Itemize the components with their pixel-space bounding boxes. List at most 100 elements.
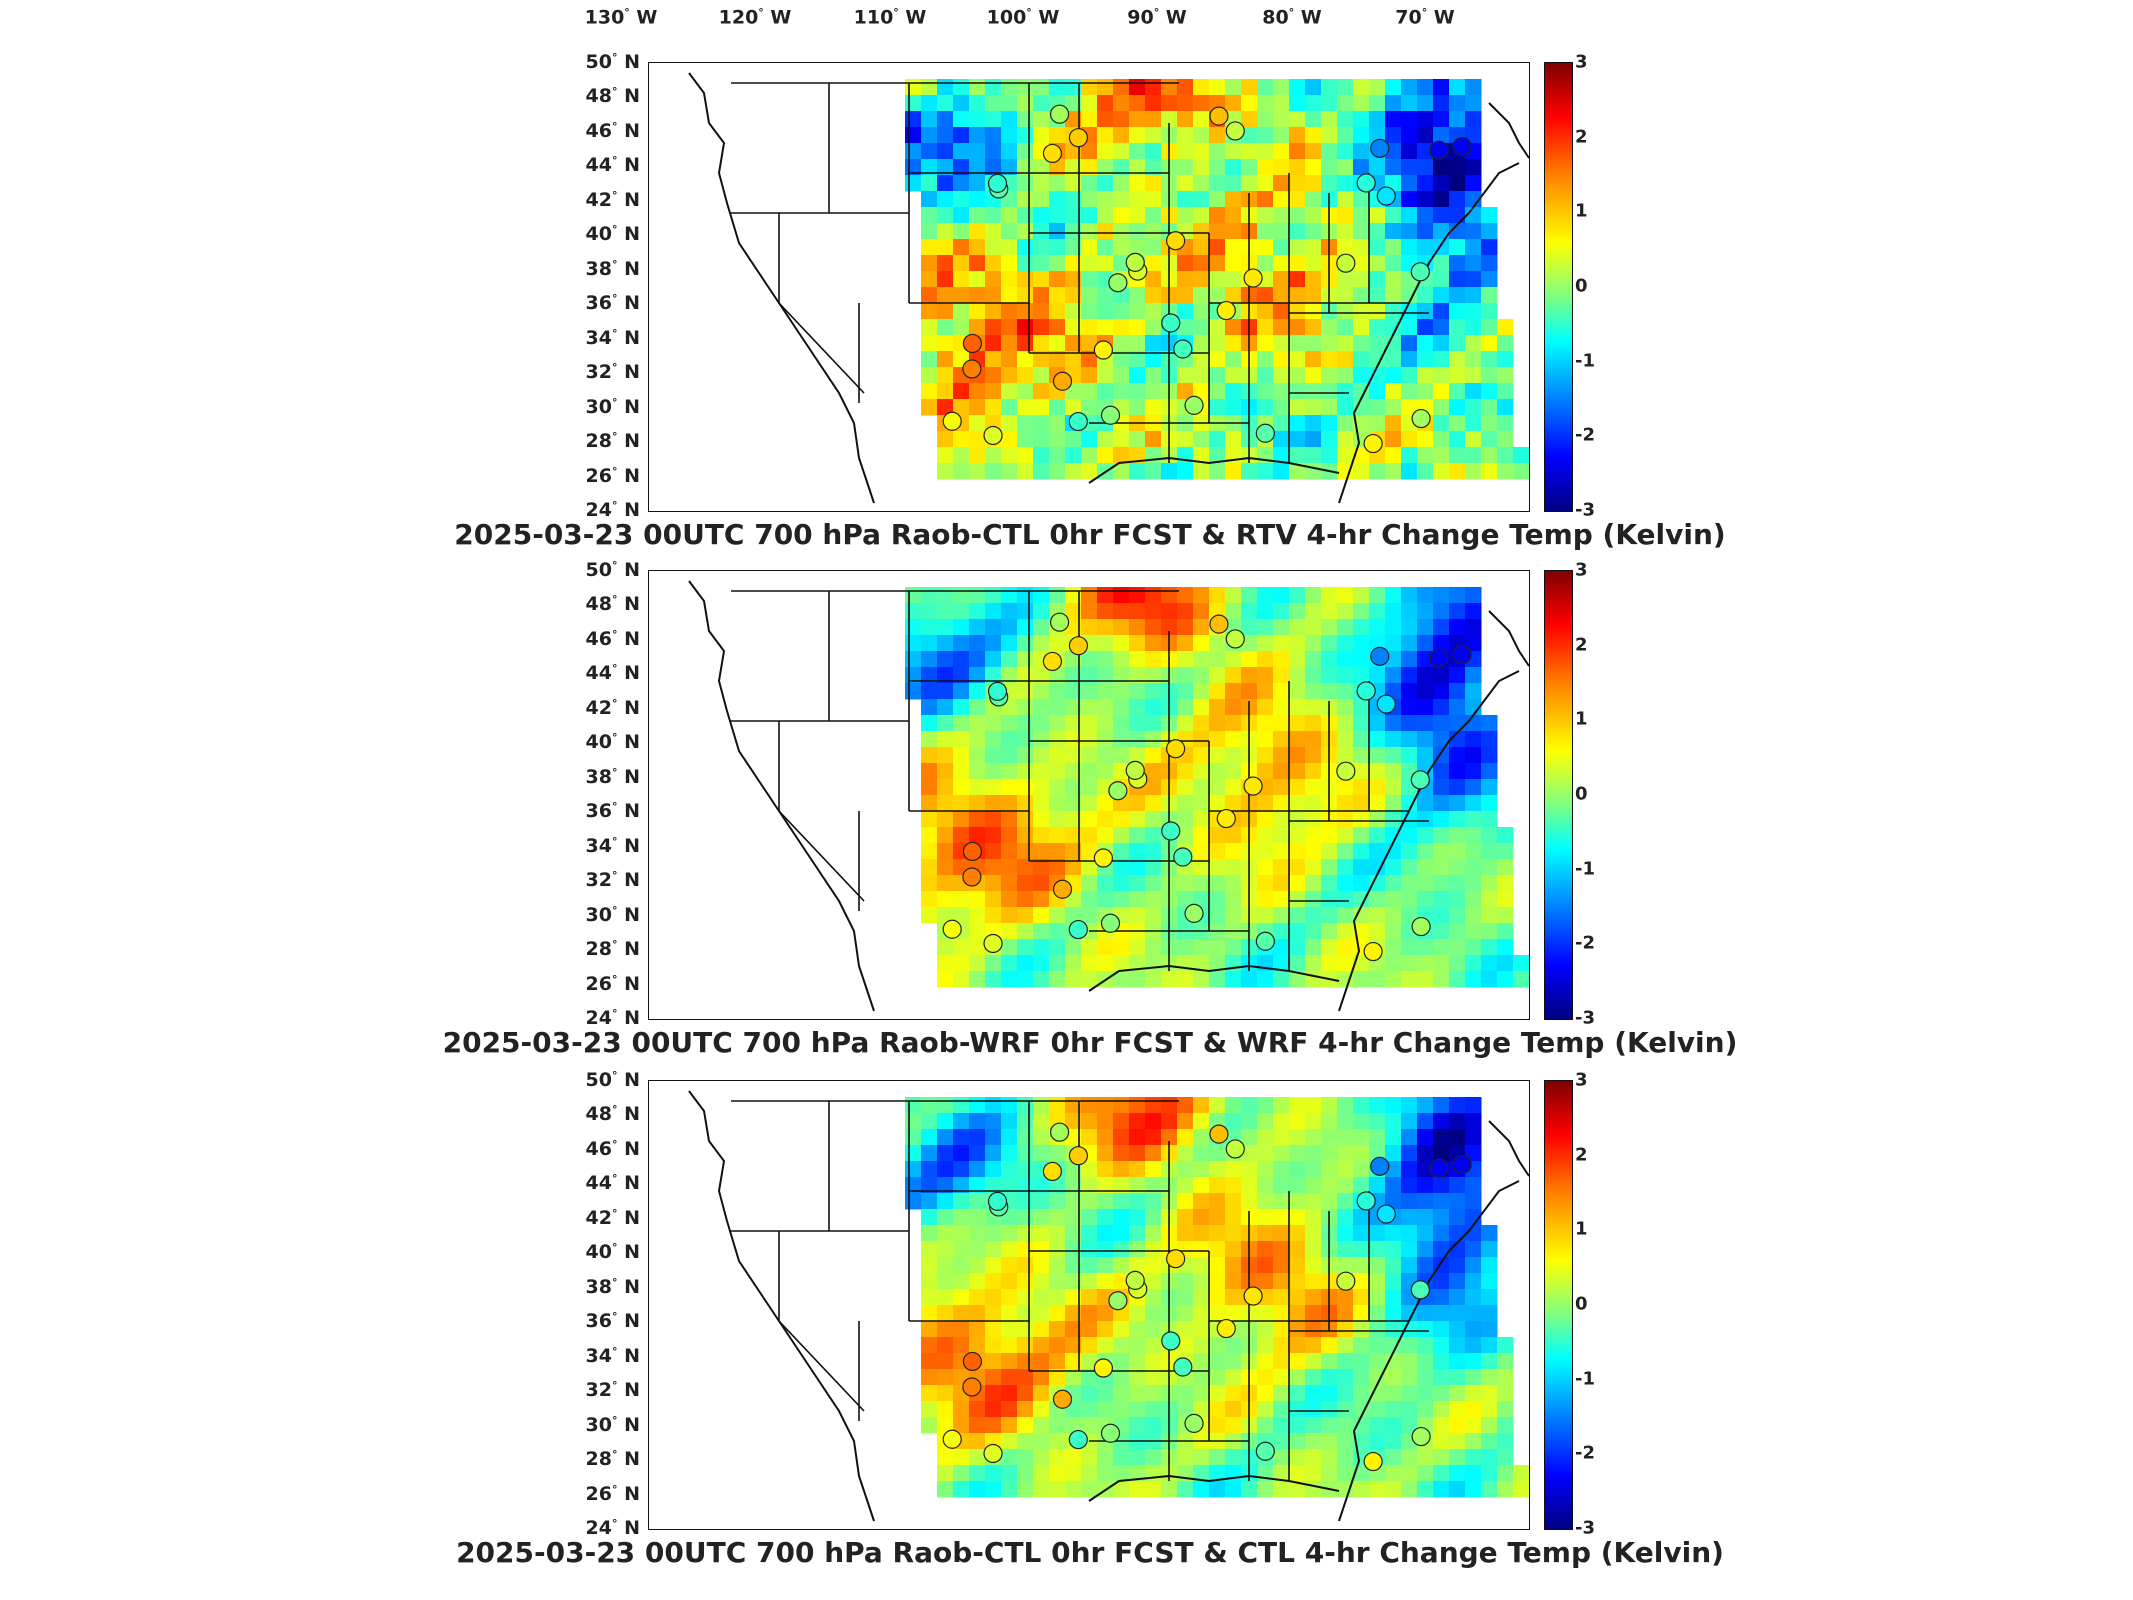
state-borders: [729, 82, 1429, 463]
station-marker: [1336, 253, 1356, 273]
station-marker: [1052, 371, 1073, 391]
longitude-label: 80° W: [1262, 6, 1322, 29]
station-marker: [1166, 231, 1186, 251]
station-marker: [1376, 186, 1396, 206]
station-marker: [1093, 1358, 1113, 1378]
station-marker: [1161, 821, 1181, 841]
latitude-label: 24° N: [585, 498, 640, 522]
latitude-label: 44° N: [585, 662, 640, 685]
colorbar-tick-label: -3: [1575, 499, 1595, 521]
colorbar-tick-label: 0: [1575, 1293, 1588, 1315]
latitude-axis-labels: 50° N 48° N 46° N 44° N 42° N 40° N 38° N 36° N…: [0, 559, 640, 1029]
latitude-label: 44° N: [585, 1172, 640, 1195]
state-borders: [729, 590, 1429, 971]
station-marker: [942, 919, 962, 939]
latitude-label: 30° N: [585, 1413, 640, 1436]
latitude-label: 36° N: [585, 292, 640, 315]
station-marker: [1052, 879, 1073, 899]
station-marker: [1173, 847, 1193, 867]
station-marker: [1042, 143, 1063, 164]
latitude-label: 48° N: [585, 85, 640, 108]
temperature-change-map: [648, 62, 1530, 512]
latitude-label: 34° N: [585, 834, 640, 857]
station-marker: [1452, 1154, 1472, 1175]
colorbar-tick-label: 2: [1575, 126, 1588, 148]
station-marker: [1209, 1124, 1229, 1144]
station-marker: [1108, 273, 1128, 293]
station-marker: [1370, 646, 1390, 666]
latitude-label: 26° N: [585, 464, 640, 487]
latitude-axis-labels: 50° N 48° N 46° N 44° N 42° N 40° N 38° N 36° N…: [0, 51, 640, 521]
coastline: [688, 580, 1529, 1012]
station-marker: [1068, 1429, 1088, 1450]
station-marker: [1093, 848, 1113, 868]
colorbar-tick-label: 3: [1575, 51, 1588, 73]
station-marker: [1125, 760, 1145, 780]
temperature-field: [905, 587, 1529, 988]
latitude-label: 26° N: [585, 972, 640, 995]
colorbar-tick-label: -1: [1575, 350, 1595, 372]
temperature-field: [905, 79, 1529, 480]
station-marker: [1410, 1280, 1430, 1300]
station-marker: [1452, 136, 1472, 157]
panel-title: 2025-03-23 00UTC 700 hPa Raob-CTL 0hr FC…: [454, 518, 1726, 551]
latitude-axis-labels: 50° N 48° N 46° N 44° N 42° N 40° N 38° N 36° N…: [0, 1069, 640, 1539]
map-svg: [688, 580, 1529, 1012]
colorbar-tick-label: -3: [1575, 1517, 1595, 1539]
station-marker: [1411, 1426, 1431, 1447]
station-marker: [1049, 612, 1070, 632]
station-marker: [1093, 340, 1113, 360]
temperature-change-map: [648, 570, 1530, 1020]
colorbar: [1544, 62, 1573, 512]
latitude-label: 28° N: [585, 1447, 640, 1471]
station-marker: [1356, 681, 1376, 701]
station-marker: [962, 841, 983, 862]
station-marker: [1209, 614, 1229, 634]
colorbar-tick-label: 1: [1575, 708, 1588, 730]
station-marker: [1363, 433, 1383, 454]
station-marker: [1243, 1286, 1263, 1306]
station-marker: [1429, 140, 1449, 160]
latitude-label: 46° N: [585, 627, 640, 651]
station-marker: [1209, 106, 1229, 126]
station-marker: [1376, 1204, 1396, 1224]
station-marker: [962, 1351, 983, 1372]
station-marker: [983, 1443, 1003, 1464]
colorbar: [1544, 1080, 1573, 1530]
station-marker: [983, 425, 1003, 446]
station-marker: [1255, 931, 1275, 951]
map-svg: [688, 1090, 1529, 1522]
station-marker: [1161, 313, 1181, 333]
station-marker: [1049, 104, 1070, 124]
station-marker: [1370, 1156, 1390, 1176]
state-borders: [729, 1100, 1429, 1481]
station-marker: [1356, 173, 1376, 193]
colorbar-tick-label: 3: [1575, 1069, 1588, 1091]
station-marker: [1184, 1413, 1204, 1433]
latitude-label: 30° N: [585, 903, 640, 926]
colorbar-tick-label: -2: [1575, 932, 1595, 954]
latitude-label: 38° N: [585, 257, 640, 280]
station-marker: [1243, 776, 1263, 796]
station-marker: [1410, 770, 1430, 790]
longitude-label: 120° W: [718, 6, 792, 29]
station-marker: [962, 359, 982, 379]
station-marker: [1052, 1389, 1073, 1409]
station-marker: [1068, 411, 1088, 432]
latitude-label: 36° N: [585, 800, 640, 823]
station-marker: [1161, 1331, 1181, 1351]
latitude-label: 40° N: [585, 731, 640, 754]
station-marker: [1363, 1451, 1383, 1472]
latitude-label: 48° N: [585, 1103, 640, 1126]
longitude-label: 130° W: [584, 6, 658, 29]
colorbar-tick-label: -3: [1575, 1007, 1595, 1029]
station-marker: [1173, 1357, 1193, 1377]
latitude-label: 32° N: [585, 360, 640, 384]
station-marker: [1184, 395, 1204, 415]
latitude-label: 44° N: [585, 154, 640, 177]
station-marker: [1100, 1423, 1121, 1443]
station-marker: [1166, 739, 1186, 759]
colorbar-tick-label: -2: [1575, 424, 1595, 446]
latitude-label: 28° N: [585, 937, 640, 961]
colorbar-tick-label: 3: [1575, 559, 1588, 581]
